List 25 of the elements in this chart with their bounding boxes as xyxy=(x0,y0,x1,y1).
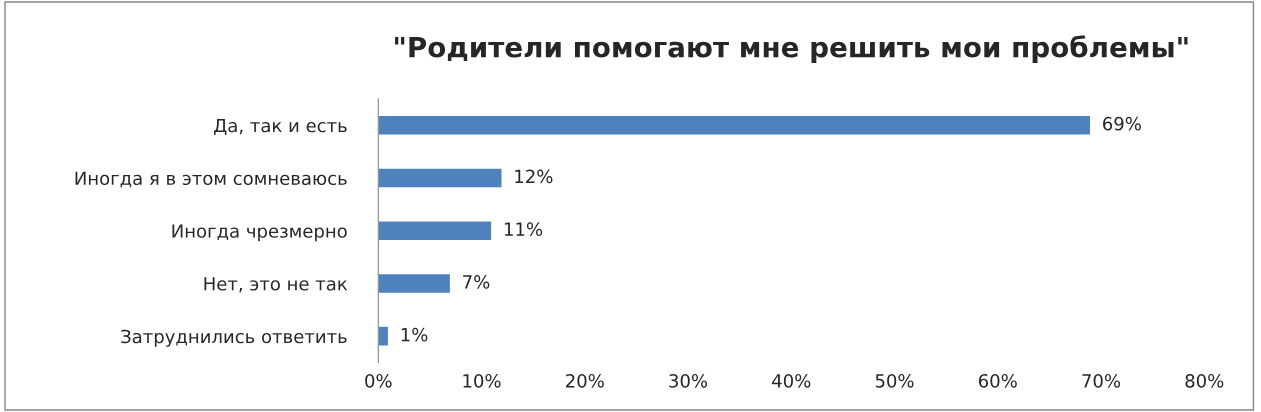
y-tick-label: Иногда чрезмерно xyxy=(172,224,347,242)
x-tick-label: 70% xyxy=(1082,373,1121,388)
data-label: 11% xyxy=(504,222,543,236)
bar xyxy=(378,220,493,242)
data-label: 1% xyxy=(401,327,428,342)
x-tick-label: 80% xyxy=(1185,373,1224,388)
y-tick-label: Да, так и есть xyxy=(214,118,347,135)
data-label: 7% xyxy=(463,275,490,289)
x-tick-label: 30% xyxy=(669,373,708,388)
bar xyxy=(378,272,452,295)
x-tick-label: 40% xyxy=(772,373,811,388)
bar xyxy=(378,114,1092,136)
chart-title: "Родители помогают мне решить мои проблемы" xyxy=(395,35,1188,63)
y-tick-label: Затруднились ответить xyxy=(121,329,347,347)
x-tick-label: 20% xyxy=(566,373,604,388)
x-tick-label: 60% xyxy=(978,373,1017,388)
x-tick-label: 10% xyxy=(463,373,501,388)
y-tick-label: Нет, это не так xyxy=(204,277,348,293)
data-label: 69% xyxy=(1103,116,1141,131)
bar xyxy=(378,167,503,189)
x-tick-label: 0% xyxy=(365,373,392,388)
data-label: 12% xyxy=(515,169,553,184)
bar xyxy=(378,325,390,347)
y-tick-label: Иногда я в этом сомневаюсь xyxy=(75,171,347,188)
x-tick-label: 50% xyxy=(875,373,914,388)
